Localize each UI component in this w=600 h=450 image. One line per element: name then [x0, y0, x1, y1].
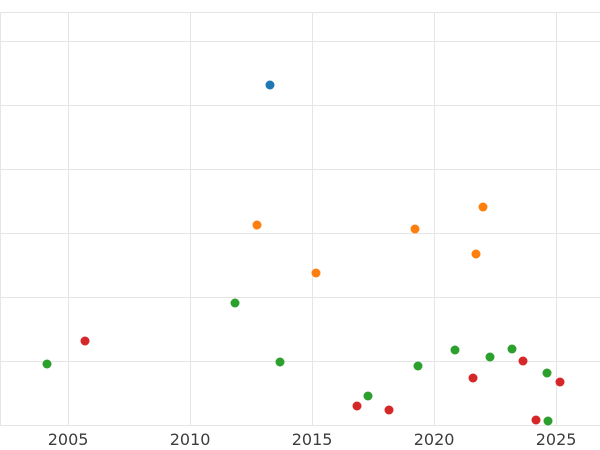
data-point-series-green [363, 391, 373, 401]
data-point-series-red [468, 373, 478, 383]
vertical-gridline [556, 12, 558, 425]
x-tick-label: 2020 [413, 430, 455, 449]
x-tick-label: 2005 [47, 430, 89, 449]
horizontal-gridline [0, 233, 600, 234]
data-point-series-orange [471, 249, 481, 259]
x-tick-label: 2015 [291, 430, 333, 449]
data-point-series-green [543, 416, 553, 426]
data-point-series-green [485, 352, 495, 362]
horizontal-gridline [0, 12, 600, 14]
vertical-gridline [312, 12, 314, 425]
data-point-series-red [531, 415, 541, 425]
vertical-gridline [190, 12, 192, 425]
data-point-series-orange [252, 220, 262, 230]
horizontal-gridline [0, 105, 600, 106]
data-point-series-green [275, 357, 285, 367]
data-point-series-red [80, 336, 90, 346]
vertical-gridline [68, 12, 70, 425]
horizontal-gridline [0, 361, 600, 362]
data-point-series-red [518, 356, 528, 366]
vertical-gridline [434, 12, 436, 425]
horizontal-gridline [0, 425, 600, 426]
data-point-series-green [230, 298, 240, 308]
data-point-series-green [450, 345, 460, 355]
left-plot-border [0, 12, 1, 425]
horizontal-gridline [0, 297, 600, 298]
data-point-series-green [507, 344, 517, 354]
x-tick-label: 2025 [535, 430, 577, 449]
horizontal-gridline [0, 41, 600, 42]
data-point-series-green [542, 368, 552, 378]
x-tick-label: 2010 [169, 430, 211, 449]
data-point-series-blue [265, 80, 275, 90]
data-point-series-red [555, 377, 565, 387]
data-point-series-orange [478, 202, 488, 212]
horizontal-gridline [0, 169, 600, 170]
data-point-series-green [413, 361, 423, 371]
data-point-series-green [42, 359, 52, 369]
data-point-series-red [384, 405, 394, 415]
data-point-series-orange [311, 268, 321, 278]
data-point-series-red [352, 401, 362, 411]
data-point-series-orange [410, 224, 420, 234]
